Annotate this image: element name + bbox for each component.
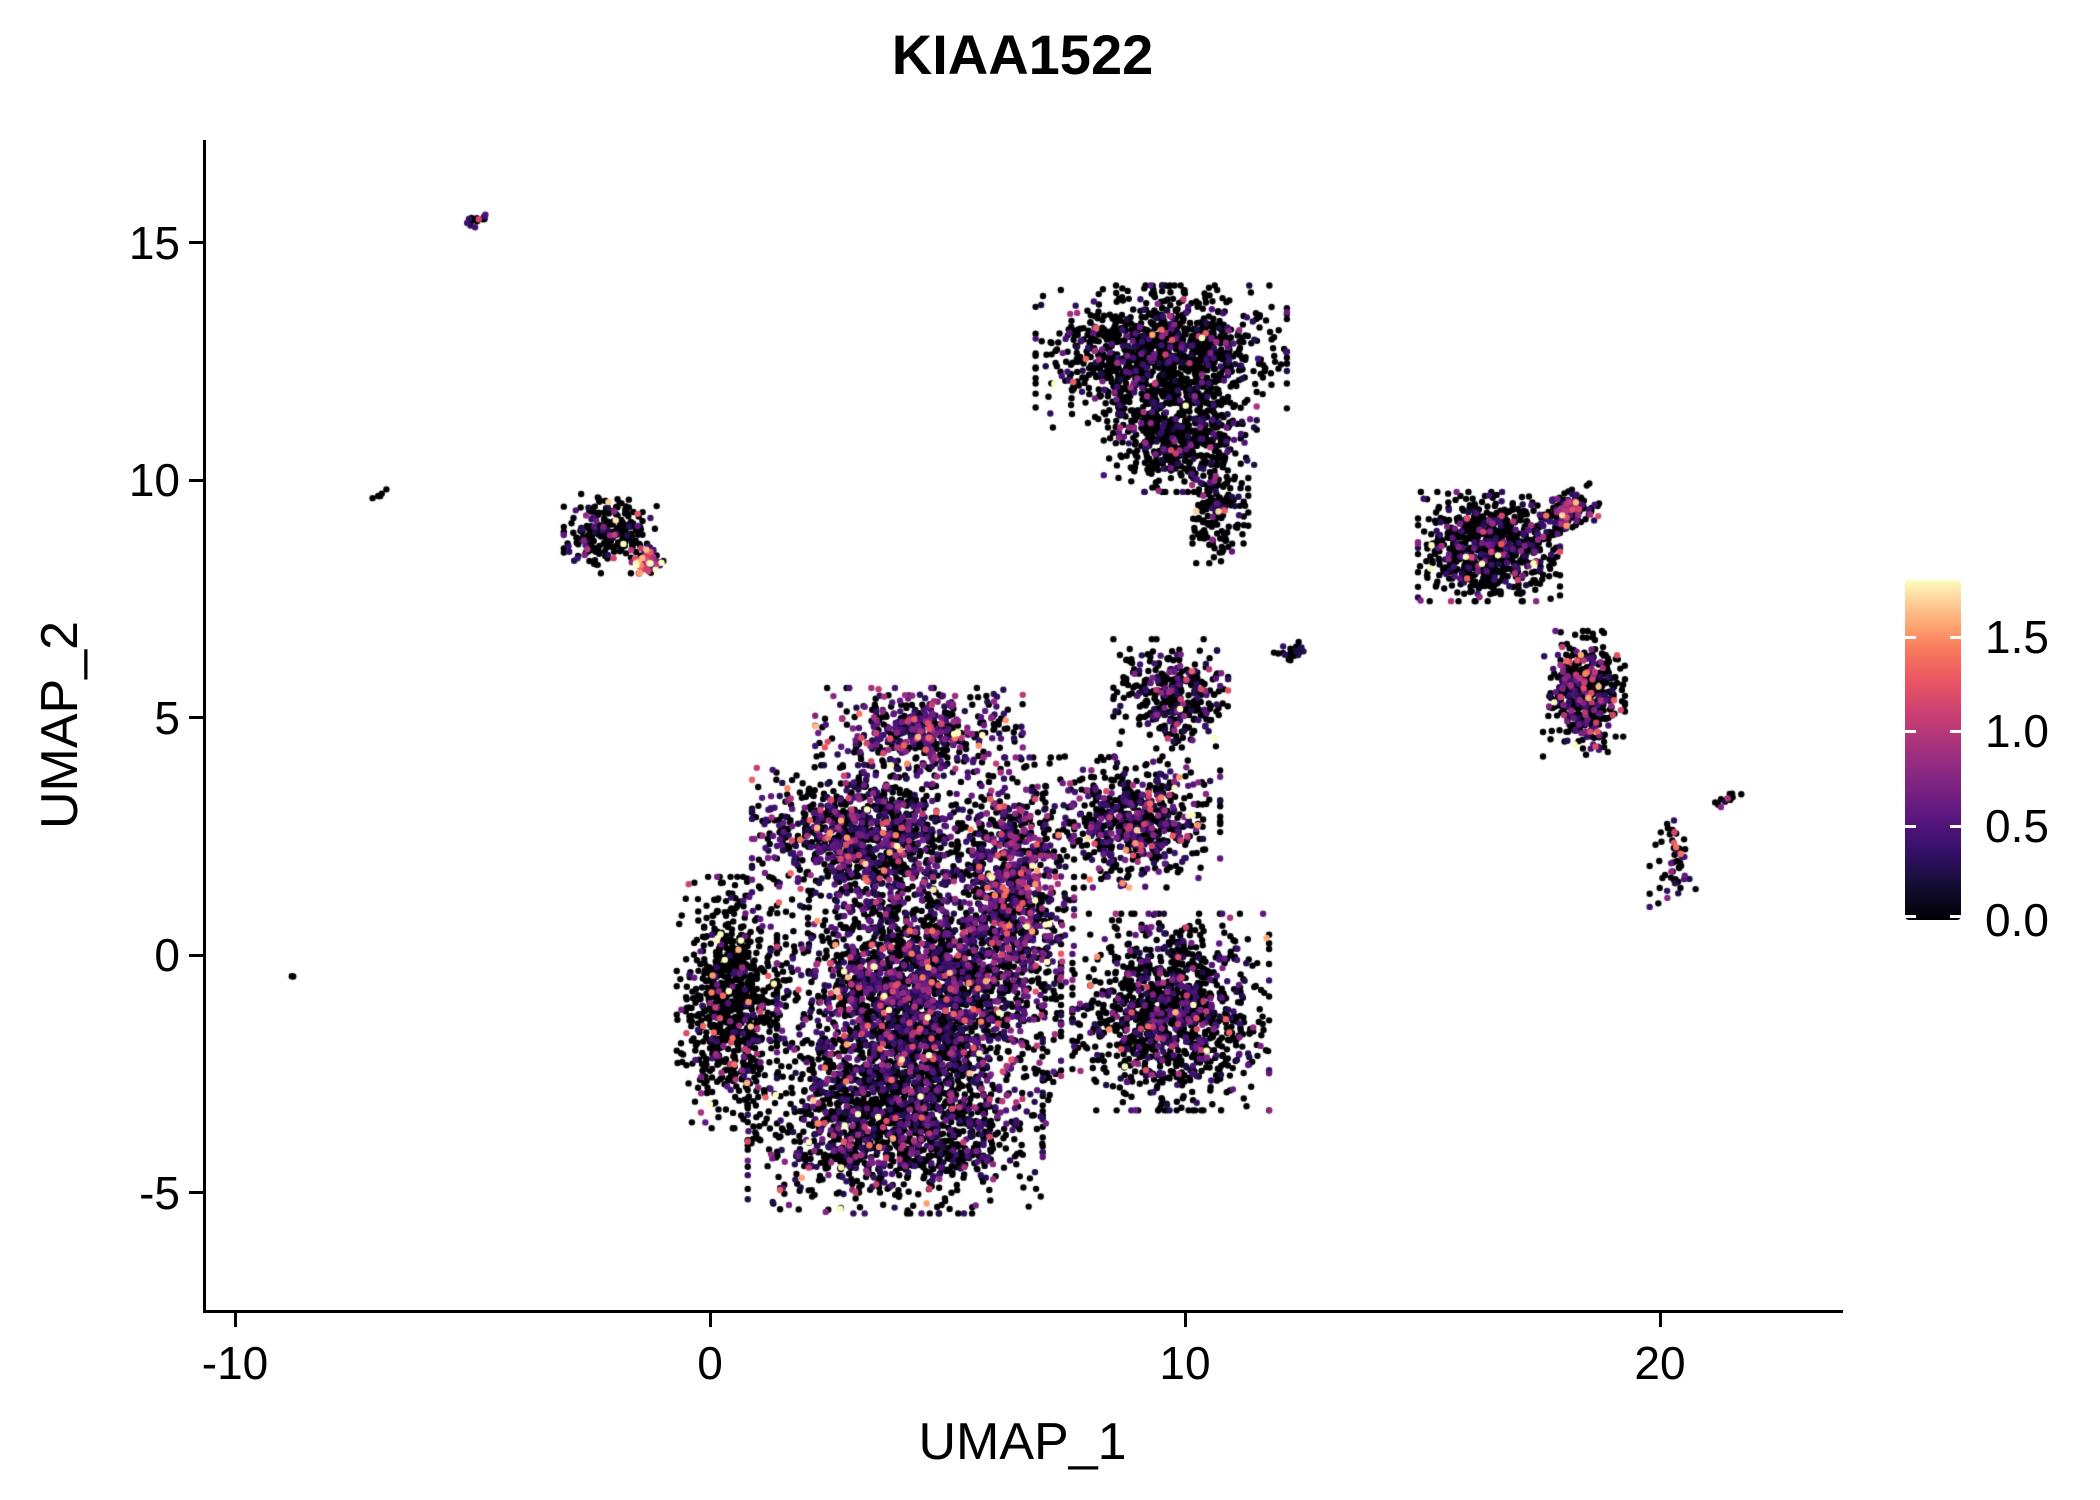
y-tick-label: -5	[139, 1166, 180, 1219]
y-tick-label: 15	[128, 216, 180, 269]
y-tick-label: 10	[128, 454, 180, 506]
legend-tick-mark	[1905, 824, 1916, 828]
x-tick-mark	[708, 1313, 712, 1327]
legend-tick-mark	[1950, 635, 1961, 639]
legend-tick-mark	[1950, 824, 1961, 828]
x-axis-label: UMAP_1	[918, 1413, 1127, 1471]
legend-tick-label: 1.5	[1985, 610, 2049, 663]
y-tick-label: 0	[154, 929, 180, 981]
x-tick-label: 20	[1634, 1337, 1686, 1389]
x-tick-label: -10	[201, 1337, 269, 1389]
legend-gradient-bar	[1905, 580, 1961, 920]
y-tick-mark	[189, 1191, 203, 1194]
legend-tick-mark	[1950, 730, 1961, 734]
y-axis-label: UMAP_2	[31, 620, 89, 830]
legend-tick-label: 0.5	[1985, 799, 2049, 852]
legend-tick-mark	[1905, 915, 1916, 918]
legend-tick-label: 1.0	[1985, 705, 2049, 758]
y-tick-label: 5	[154, 691, 180, 744]
x-tick-label: 0	[697, 1337, 723, 1389]
y-tick-mark	[189, 241, 203, 244]
y-tick-mark	[189, 478, 203, 482]
plot-title: KIAA1522	[891, 23, 1154, 86]
x-tick-mark	[233, 1313, 237, 1327]
y-tick-mark	[189, 716, 203, 719]
y-axis-line	[203, 140, 206, 1313]
legend-tick-mark	[1905, 635, 1916, 639]
x-tick-mark	[1658, 1313, 1662, 1327]
x-tick-label: 10	[1159, 1337, 1211, 1389]
legend-tick-mark	[1950, 915, 1961, 918]
y-tick-mark	[189, 953, 203, 957]
legend-tick-label: 0.0	[1985, 894, 2049, 946]
legend-tick-mark	[1905, 730, 1916, 734]
x-tick-mark	[1183, 1313, 1187, 1327]
x-axis-line	[203, 1310, 1843, 1313]
